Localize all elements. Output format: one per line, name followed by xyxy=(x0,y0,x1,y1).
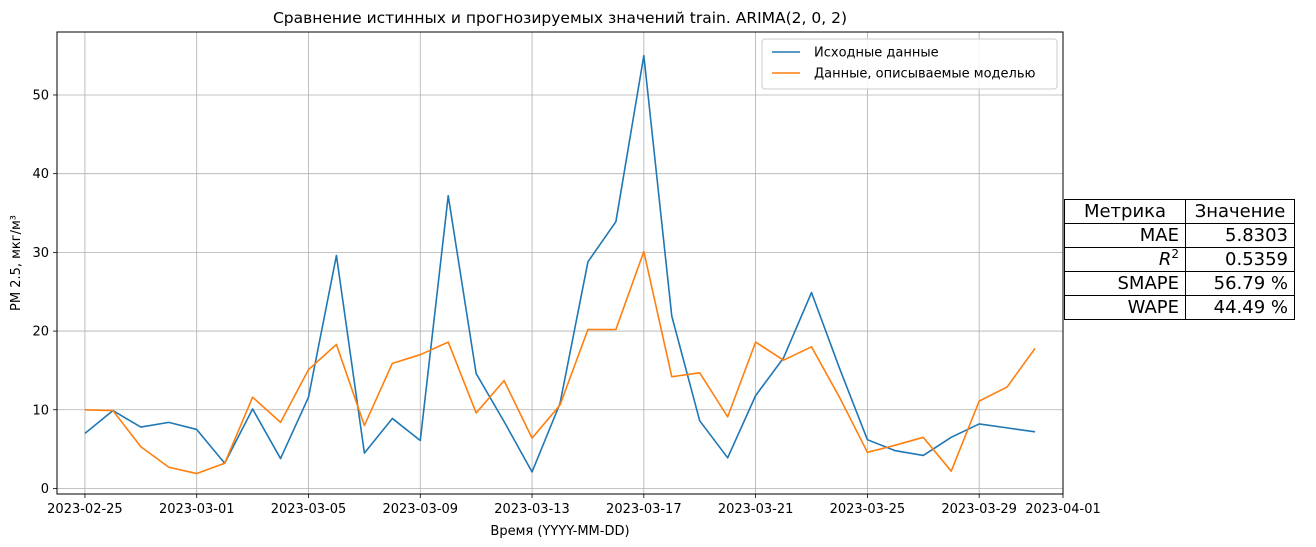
metrics-row-smape: SMAPE 56.79 % xyxy=(1064,271,1295,296)
legend-label-1: Исходные данные xyxy=(814,46,939,61)
x-tick-label: 2023-02-25 xyxy=(47,502,123,517)
grid xyxy=(57,32,1064,494)
legend-frame xyxy=(761,38,1058,90)
x-tick-label: 2023-03-21 xyxy=(718,502,794,517)
chart-title: Сравнение истинных и прогнозируемых знач… xyxy=(273,9,847,27)
y-axis-label: PM 2.5, мкг/м³ xyxy=(9,215,24,311)
y-tick-label: 20 xyxy=(32,325,49,340)
x-tick-label: 2023-03-25 xyxy=(830,502,906,517)
metric-value: 56.79 % xyxy=(1185,271,1295,296)
metric-name-r2: R2 xyxy=(1064,247,1186,272)
metric-value: 5.8303 xyxy=(1185,223,1295,248)
x-axis-label: Время (YYYY-MM-DD) xyxy=(490,524,629,539)
x-tick-label: 2023-04-01 xyxy=(1025,502,1101,517)
metric-name-r-letter: R xyxy=(1158,249,1172,270)
x-tick-label: 2023-03-17 xyxy=(606,502,682,517)
metrics-header-value: Значение xyxy=(1185,199,1295,224)
metric-name-r-exponent: 2 xyxy=(1171,247,1179,261)
metrics-row-mae: MAE 5.8303 xyxy=(1064,223,1295,248)
y-tick-label: 30 xyxy=(32,246,49,261)
series-layer xyxy=(84,54,1036,475)
x-tick-label: 2023-03-01 xyxy=(159,502,235,517)
y-tick-label: 40 xyxy=(32,167,49,182)
metric-name: WAPE xyxy=(1064,295,1186,320)
plot-frame xyxy=(56,31,1064,495)
y-tick-label: 10 xyxy=(32,403,49,418)
x-tick-label: 2023-03-09 xyxy=(382,502,458,517)
metrics-header-row: Метрика Значение xyxy=(1064,199,1295,224)
metric-name: MAE xyxy=(1064,223,1186,248)
x-tick-label: 2023-03-05 xyxy=(271,502,347,517)
metrics-row-wape: WAPE 44.49 % xyxy=(1064,295,1295,320)
y-tick-label: 0 xyxy=(41,482,49,497)
x-tick-label: 2023-03-13 xyxy=(494,502,570,517)
metric-name: SMAPE xyxy=(1064,271,1186,296)
metric-value: 0.5359 xyxy=(1185,247,1295,272)
legend-label-2: Данные, описываемые моделью xyxy=(814,67,1036,82)
metrics-header-metric: Метрика xyxy=(1064,199,1186,224)
legend: Исходные данные Данные, описываемые модел… xyxy=(761,38,1058,90)
y-tick-label: 50 xyxy=(32,88,49,103)
ticks: 2023-02-25 2023-03-01 2023-03-05 2023-03-09… xyxy=(32,88,1100,517)
metric-value: 44.49 % xyxy=(1185,295,1295,320)
metrics-table: Метрика Значение MAE 5.8303 R2 0.5359 SM… xyxy=(1064,199,1295,320)
x-tick-label: 2023-03-29 xyxy=(941,502,1017,517)
series-line-2 xyxy=(84,250,1036,475)
metrics-row-r2: R2 0.5359 xyxy=(1064,247,1295,272)
